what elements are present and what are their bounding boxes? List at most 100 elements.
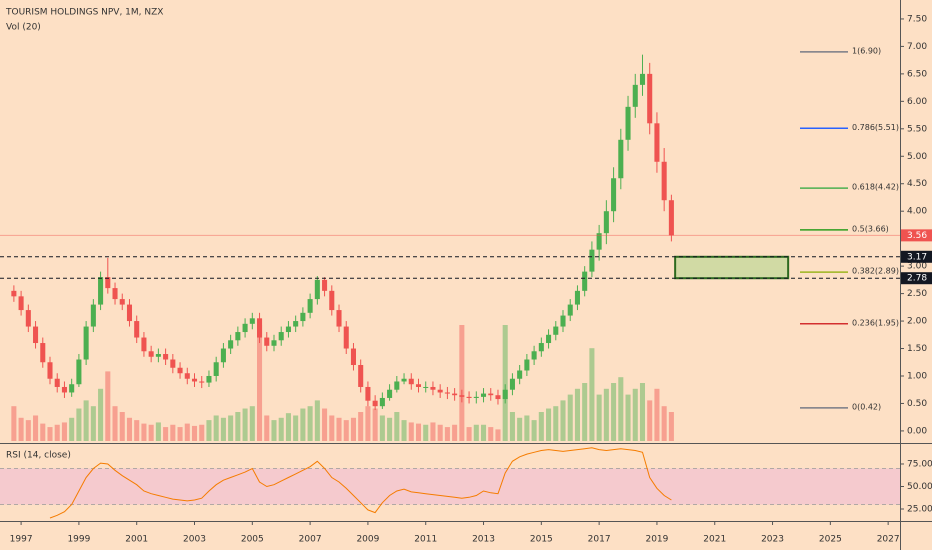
volume-bar [40, 423, 46, 441]
candle-body [220, 348, 226, 363]
candle-body [69, 384, 75, 393]
x-tick-label: 1997 [10, 535, 33, 545]
x-tick-label: 2019 [645, 535, 668, 545]
candle-body [423, 386, 429, 388]
candle-body [387, 389, 393, 398]
candle-body [401, 378, 407, 382]
x-tick-label: 2005 [241, 535, 264, 545]
price-label: 3.17 [907, 252, 927, 262]
y-tick-label: 7.00 [907, 42, 927, 52]
volume-bar [365, 406, 371, 441]
y-tick-label: 4.50 [907, 179, 927, 189]
candle-body [126, 304, 133, 322]
candle-body [415, 384, 422, 387]
candle-body [379, 397, 385, 407]
volume-bar [625, 394, 631, 441]
volume-bar [170, 424, 176, 441]
volume-bar [329, 415, 335, 441]
candle-body [336, 310, 342, 327]
candle-body [177, 367, 183, 374]
volume-bar [76, 408, 82, 441]
volume-bar [408, 422, 414, 441]
volume-bar [300, 408, 306, 441]
candle-body [257, 318, 263, 338]
candle-body [444, 392, 450, 394]
candle-body [148, 351, 154, 357]
candle-body [560, 315, 566, 327]
volume-bar [524, 415, 530, 441]
candle-body [574, 290, 580, 305]
fib-label: 0.618(4.42) [852, 183, 899, 192]
x-tick-label: 2013 [472, 535, 495, 545]
volume-bar [603, 388, 609, 441]
candle-body [271, 340, 277, 346]
volume-bar [430, 422, 436, 441]
volume-bar [271, 420, 277, 441]
y-tick-label: 0.50 [907, 399, 927, 409]
volume-bar [582, 383, 588, 441]
volume-bar [502, 325, 508, 441]
volume-bar [83, 400, 89, 441]
candle-body [459, 395, 465, 397]
volume-bar [293, 415, 299, 441]
candle-body [661, 161, 667, 201]
volume-bar [163, 427, 169, 441]
volume-bar [336, 417, 342, 441]
candle-body [654, 123, 660, 162]
rsi-tick-label: 25.00 [907, 505, 932, 515]
x-tick-label: 2023 [761, 535, 784, 545]
candle-body [553, 326, 559, 335]
volume-bar [206, 420, 212, 441]
y-tick-label: 1.00 [907, 371, 927, 381]
volume-bar [307, 406, 313, 441]
volume-bar [47, 427, 53, 441]
volume-bar [509, 412, 515, 441]
volume-bar [553, 406, 559, 441]
y-tick-label: 2.50 [907, 289, 927, 299]
volume-bar [480, 424, 487, 441]
candle-body [278, 332, 284, 341]
volume-bar [531, 420, 537, 441]
x-tick-label: 2007 [299, 535, 322, 545]
volume-bar [574, 388, 580, 441]
volume-bar [350, 417, 356, 441]
x-tick-label: 2001 [125, 535, 148, 545]
volume-bar [343, 420, 349, 441]
volume-bar [199, 424, 205, 441]
candle-body [372, 400, 378, 407]
x-tick-label: 2025 [819, 535, 842, 545]
candle-body [603, 211, 609, 234]
candle-body [596, 233, 602, 250]
volume-bar [33, 415, 39, 441]
volume-bar [473, 424, 479, 441]
candle-body [625, 106, 631, 140]
candle-body [25, 310, 31, 327]
volume-bar [517, 417, 523, 441]
candle-body [206, 375, 212, 383]
candle-body [293, 321, 299, 327]
volume-bar [278, 417, 284, 441]
candle-body [343, 326, 349, 349]
candle-body [408, 378, 414, 385]
fib-label: 0.786(5.51) [852, 123, 899, 132]
candle-body [365, 386, 371, 401]
candle-body [141, 337, 147, 352]
candle-body [285, 326, 291, 333]
volume-bar [437, 424, 443, 441]
volume-bar [285, 413, 291, 441]
volume-bar [54, 424, 60, 441]
volume-bar [141, 423, 147, 441]
volume-bar [213, 415, 219, 441]
candle-body [632, 84, 638, 107]
price-label-box [901, 229, 932, 242]
x-tick-label: 2021 [703, 535, 726, 545]
volume-bar [184, 423, 190, 441]
y-tick-label: 5.50 [907, 124, 927, 134]
volume-bar [155, 422, 161, 441]
volume-bar [358, 412, 364, 441]
candle-body [249, 318, 255, 324]
candle-body [307, 299, 313, 313]
candle-body [184, 373, 190, 379]
